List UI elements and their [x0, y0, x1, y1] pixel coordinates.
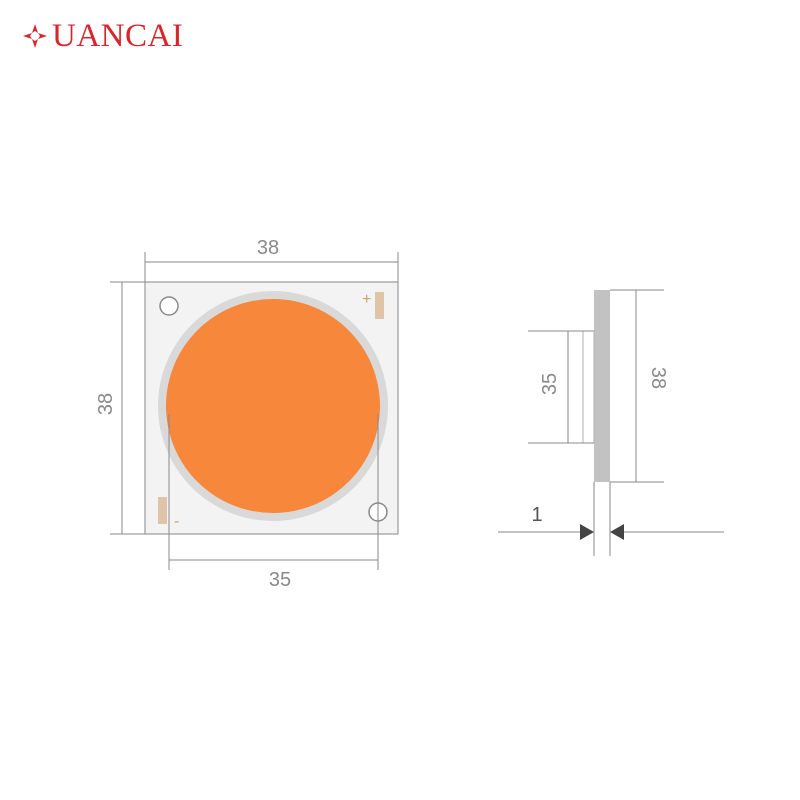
star-diamond-logo-icon: [23, 24, 47, 48]
front-height-dimension: [110, 281, 145, 535]
front-width-label: 38: [257, 237, 279, 259]
thickness-label: 1: [531, 504, 542, 526]
thickness-arrow-left: [580, 524, 594, 540]
side-emitter-dimension: [528, 330, 594, 444]
emitter-diameter-dimension: [168, 414, 379, 570]
front-height-label: 38: [95, 393, 117, 415]
brand-logo: UANCAI: [22, 16, 183, 56]
side-emitter-label: 35: [539, 373, 561, 395]
side-view: 38 35 1: [498, 289, 724, 556]
front-view: + - 38 38 35: [95, 237, 399, 591]
minus-label: -: [174, 513, 179, 530]
negative-pad: [158, 497, 167, 524]
emitter: [166, 299, 380, 513]
side-height-label: 38: [647, 367, 669, 389]
side-height-dimension: [610, 289, 664, 483]
emitter-diameter-label: 35: [269, 569, 291, 591]
mounting-hole-top-left: [159, 296, 179, 316]
positive-pad: [375, 292, 384, 319]
board-edge: [594, 290, 610, 482]
emitter-edge: [582, 330, 595, 444]
brand-name: UANCAI: [52, 18, 184, 54]
plus-label: +: [362, 291, 371, 308]
front-width-dimension: [144, 252, 399, 282]
thickness-arrow-right: [610, 524, 624, 540]
thickness-dimension: [498, 482, 724, 556]
